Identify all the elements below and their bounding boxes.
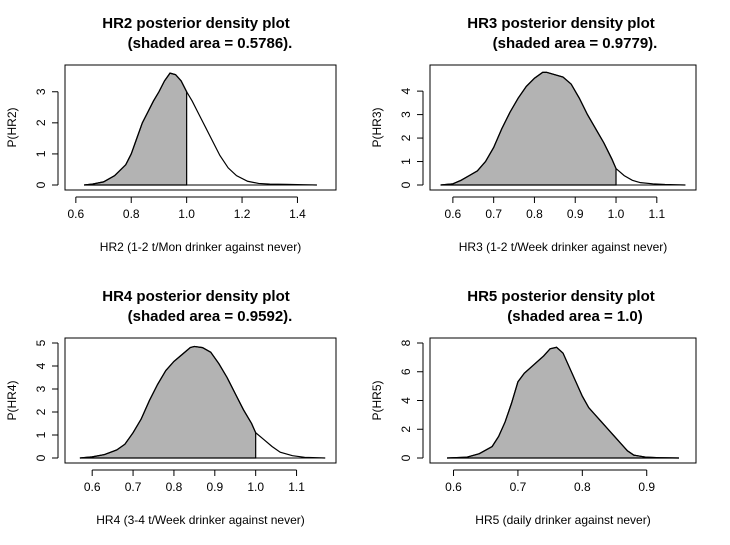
y-tick-label: 4 [399,397,413,404]
x-tick-label: 1.2 [234,207,251,221]
density-curve [79,345,326,459]
shaded-area [440,71,617,186]
x-tick-label: 1.1 [648,207,665,221]
y-tick-label: 0 [399,181,413,188]
plot-frame [429,337,697,464]
shaded-area [79,345,257,459]
y-tick-label: 3 [34,385,48,392]
x-tick-label: 0.8 [526,207,543,221]
x-axis-label: HR3 (1-2 t/Week drinker against never) [459,240,668,254]
y-axis-label: P(HR5) [370,380,384,420]
x-tick-label: 0.8 [574,480,591,494]
y-tick-label: 1 [34,431,48,438]
y-axis-label: P(HR2) [5,107,19,147]
panel-4: 0.6 0.7 0.8 0.9 0 2 4 6 8 HR5 posterior density p… [370,288,697,527]
chart-title: HR3 posterior density plot [467,15,655,32]
plot-frame [429,64,697,191]
chart-title: HR2 posterior density plot [102,15,290,32]
density-curve [447,346,679,459]
x-axis-label: HR4 (3-4 t/Week drinker against never) [96,513,305,527]
y-tick-label: 1 [399,158,413,165]
x-tick-label: 0.6 [445,207,462,221]
x-tick-label: 0.6 [84,480,101,494]
plot-frame [64,64,337,191]
x-tick-label: 0.9 [206,480,223,494]
density-curve [84,72,317,186]
x-axis-label: HR2 (1-2 t/Mon drinker against never) [100,240,301,254]
y-tick-label: 2 [34,408,48,415]
density-curve [440,71,686,186]
x-tick-label: 1.4 [289,207,306,221]
panel-1: 0.6 0.8 1.0 1.2 1.4 0 1 2 3 HR2 posterior density… [5,15,337,254]
panel-3: 0.6 0.7 0.8 0.9 1.0 1.1 0 1 2 3 4 5 HR4 posterior de… [5,288,337,527]
y-tick-label: 0 [399,454,413,461]
y-axis-label: P(HR3) [370,107,384,147]
y-tick-label: 4 [34,362,48,369]
y-tick-label: 3 [34,88,48,95]
x-tick-label: 0.9 [567,207,584,221]
y-tick-label: 4 [399,87,413,94]
y-tick-label: 3 [399,111,413,118]
x-tick-label: 1.0 [608,207,625,221]
y-axis-label: P(HR4) [5,380,19,420]
shaded-area [84,72,188,186]
plot-frame [64,337,337,464]
x-tick-label: 0.8 [123,207,140,221]
panel-2: 0.6 0.7 0.8 0.9 1.0 1.1 0 1 2 3 4 HR3 posterior den… [370,15,697,254]
chart-subtitle: (shaded area = 0.5786). [128,35,293,52]
shaded-area [447,346,679,459]
x-tick-label: 0.8 [166,480,183,494]
x-tick-label: 0.6 [445,480,462,494]
x-tick-label: 1.0 [247,480,264,494]
x-tick-label: 1.0 [178,207,195,221]
chart-subtitle: (shaded area = 1.0) [507,308,642,325]
x-tick-label: 0.9 [638,480,655,494]
x-tick-label: 0.6 [67,207,84,221]
chart-title: HR4 posterior density plot [102,288,290,305]
y-tick-label: 0 [34,454,48,461]
y-tick-label: 6 [399,368,413,375]
chart-title: HR5 posterior density plot [467,288,655,305]
x-tick-label: 1.1 [288,480,305,494]
chart-subtitle: (shaded area = 0.9592). [128,308,293,325]
x-axis-label: HR5 (daily drinker against never) [475,513,650,527]
y-tick-label: 2 [399,426,413,433]
y-tick-label: 1 [34,150,48,157]
y-tick-label: 2 [399,134,413,141]
x-tick-label: 0.7 [125,480,142,494]
x-tick-label: 0.7 [510,480,527,494]
y-tick-label: 0 [34,181,48,188]
x-tick-label: 0.7 [485,207,502,221]
y-tick-label: 5 [34,339,48,346]
chart-subtitle: (shaded area = 0.9779). [493,35,658,52]
y-tick-label: 8 [399,339,413,346]
y-tick-label: 2 [34,119,48,126]
